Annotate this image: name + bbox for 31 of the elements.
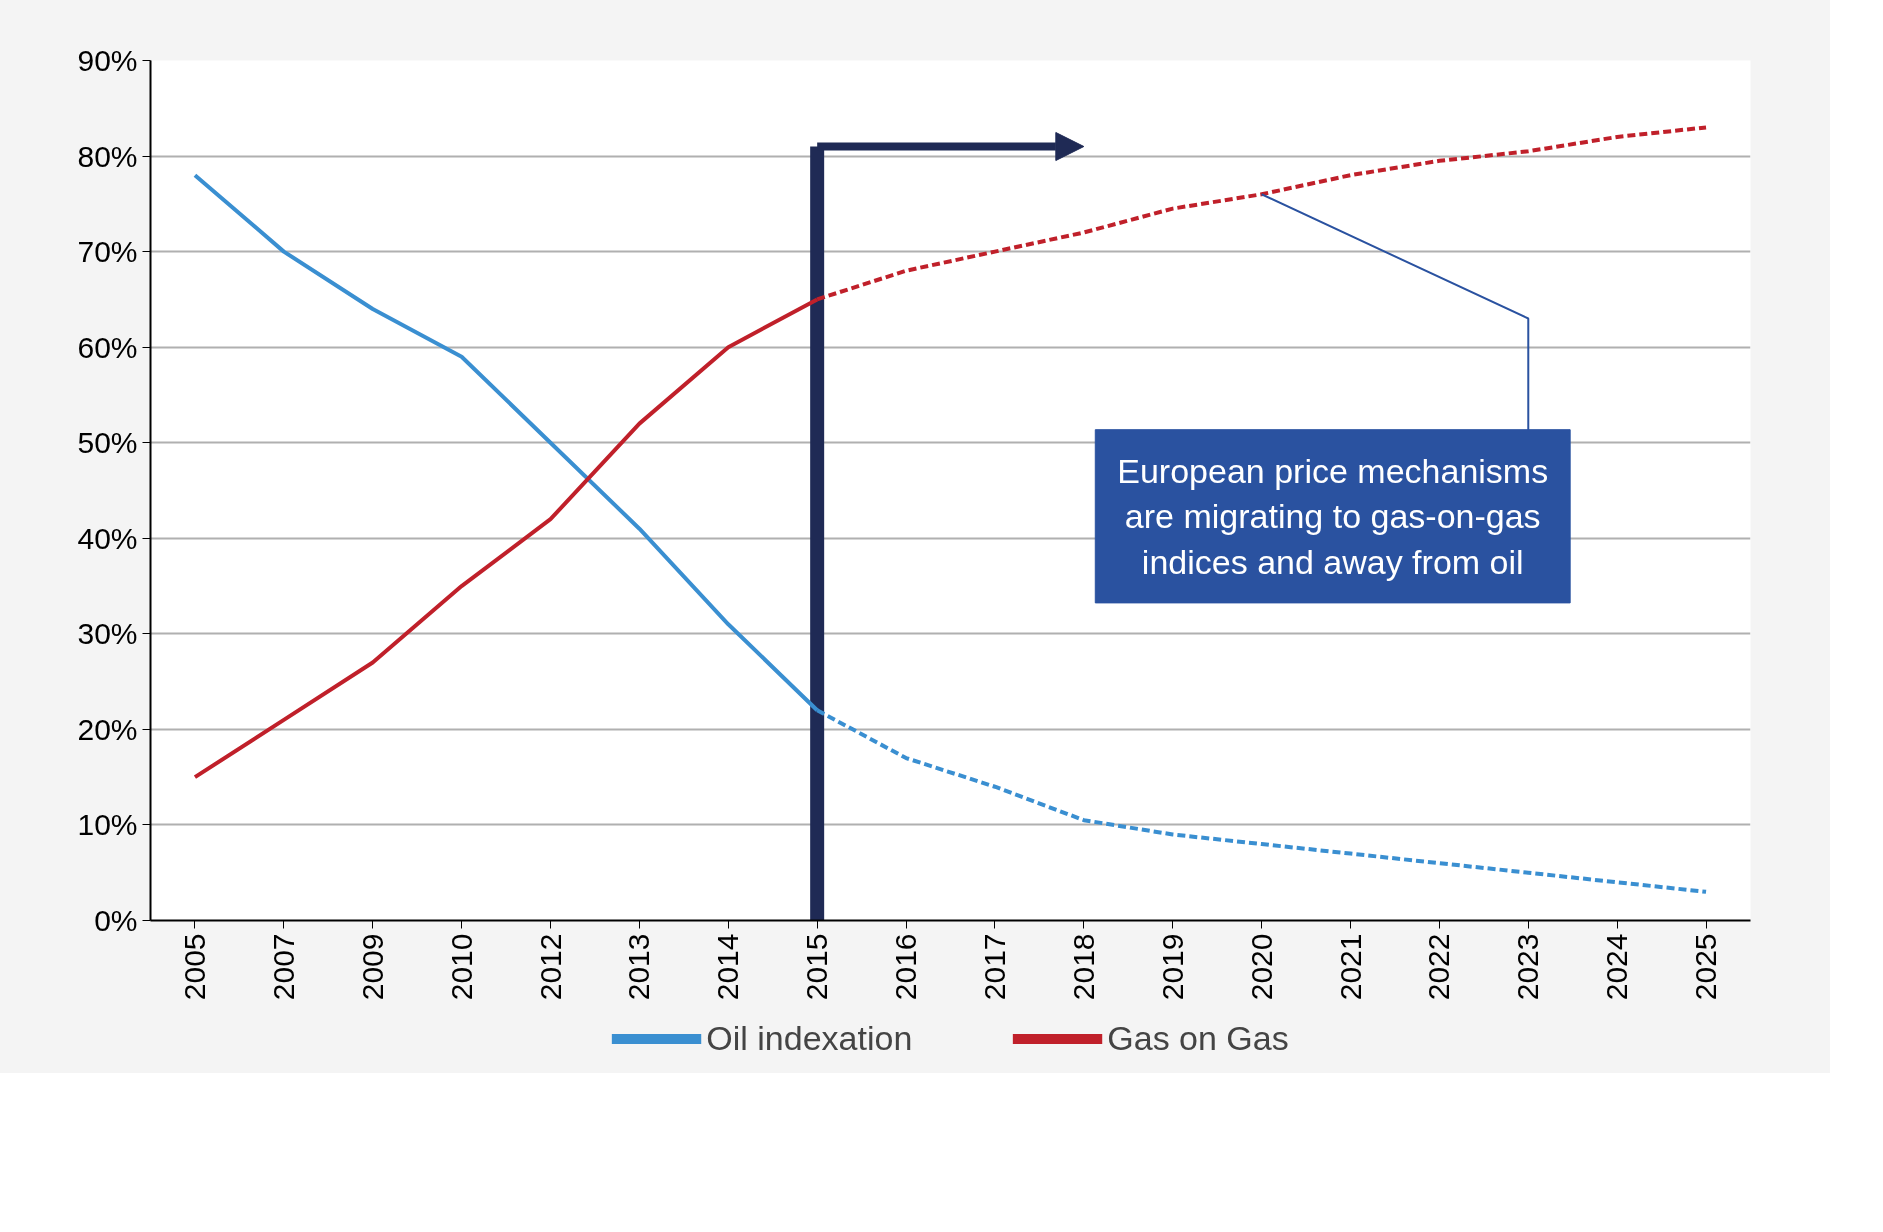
x-tick-label: 2025	[1689, 933, 1723, 1001]
x-tick-label: 2012	[533, 933, 567, 1001]
x-tick-label: 2005	[177, 933, 211, 1001]
x-tick-label: 2016	[889, 933, 923, 1001]
y-tick-label: 90%	[77, 44, 138, 77]
x-tick-label: 2020	[1244, 933, 1278, 1001]
y-tick-label: 70%	[77, 235, 138, 269]
x-tick-label: 2013	[622, 933, 656, 1001]
x-tick-label: 2014	[711, 933, 745, 1001]
x-tick-label: 2023	[1511, 933, 1545, 1001]
legend-label: Gas on Gas	[1107, 1018, 1289, 1058]
y-tick-label: 40%	[77, 521, 138, 555]
annotation: European price mechanisms are migrating to gas-on-gas indices and away from oil	[1117, 451, 1549, 581]
y-tick-label: 20%	[77, 712, 138, 746]
y-tick-label: 30%	[77, 617, 138, 651]
x-tick-label: 2021	[1333, 933, 1367, 1001]
x-tick-label: 2007	[266, 933, 300, 1001]
y-tick-label: 0%	[94, 904, 138, 937]
x-tick-label: 2017	[977, 933, 1011, 1001]
y-tick-label: 50%	[77, 426, 138, 460]
y-tick-label: 80%	[77, 139, 138, 173]
x-tick-label: 2018	[1066, 933, 1100, 1001]
x-tick-label: 2022	[1422, 933, 1456, 1001]
y-tick-label: 60%	[77, 330, 138, 364]
x-tick-label: 2024	[1600, 933, 1634, 1001]
x-tick-label: 2010	[444, 933, 478, 1001]
x-tick-label: 2019	[1155, 933, 1189, 1001]
y-tick-label: 10%	[77, 808, 138, 842]
x-tick-label: 2015	[800, 933, 834, 1001]
legend-label: Oil indexation	[706, 1018, 913, 1058]
x-tick-label: 2009	[355, 933, 389, 1001]
